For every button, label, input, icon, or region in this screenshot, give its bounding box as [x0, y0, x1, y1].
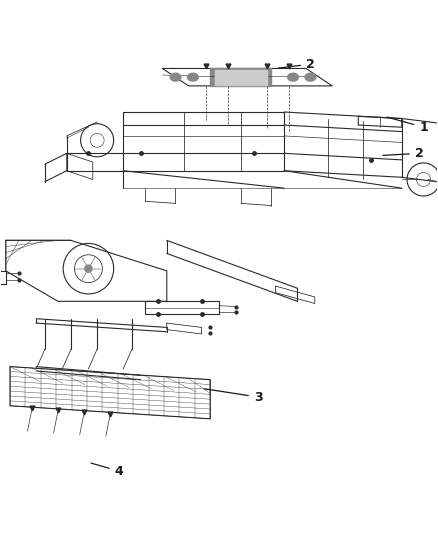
- Text: 2: 2: [383, 147, 424, 160]
- Ellipse shape: [305, 73, 316, 81]
- Text: 2: 2: [278, 58, 315, 70]
- Ellipse shape: [170, 73, 181, 81]
- Text: 3: 3: [205, 389, 262, 403]
- Circle shape: [84, 264, 93, 273]
- Ellipse shape: [288, 73, 298, 81]
- Text: 1: 1: [387, 117, 428, 134]
- Polygon shape: [215, 70, 267, 85]
- Text: 4: 4: [91, 463, 123, 478]
- Ellipse shape: [187, 73, 198, 81]
- Polygon shape: [210, 68, 271, 86]
